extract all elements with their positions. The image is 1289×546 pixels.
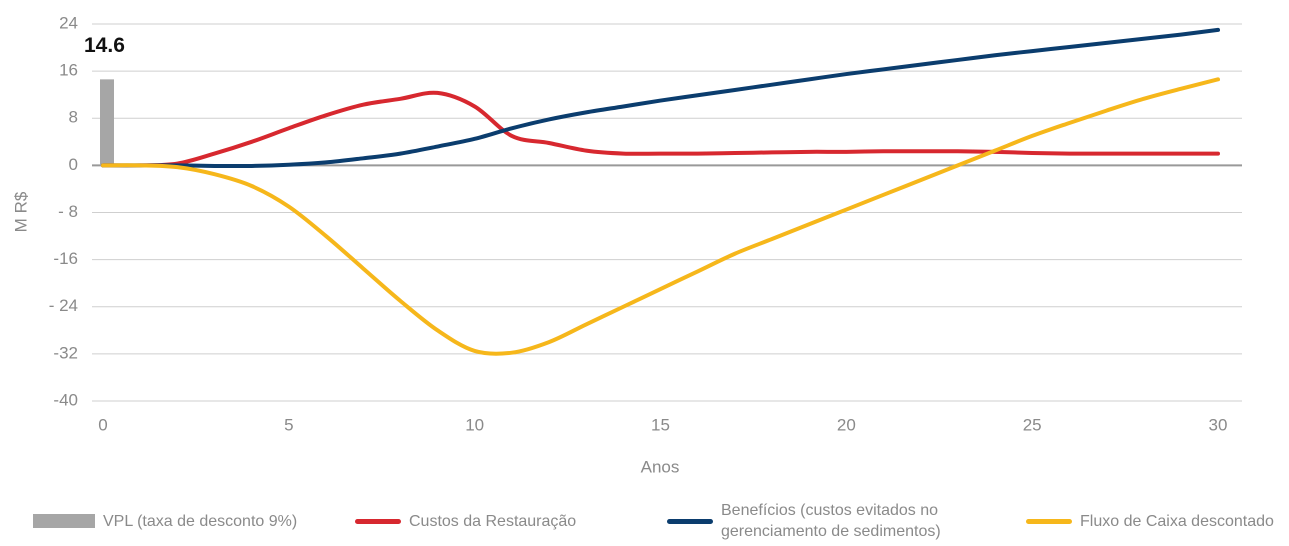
y-tick-label: 8: [69, 108, 78, 127]
x-tick-label: 5: [284, 415, 293, 434]
legend-swatch: [355, 518, 401, 524]
x-tick-label: 10: [465, 415, 484, 434]
legend-swatch: [1026, 518, 1072, 524]
legend-label: Fluxo de Caixa descontado: [1080, 512, 1274, 530]
x-tick-label: 0: [98, 415, 107, 434]
legend-item: Benefícios (custos evitados no gerenciam…: [667, 498, 947, 544]
y-tick-label: - 8: [58, 202, 78, 221]
y-axis-label: M R$: [11, 191, 30, 232]
legend: VPL (taxa de desconto 9%) Custos da Resta…: [0, 498, 1289, 546]
y-tick-label: 16: [59, 61, 78, 80]
legend-swatch: [667, 518, 713, 524]
y-tick-label: -16: [53, 249, 78, 268]
line: [101, 90, 1220, 168]
line: [101, 27, 1220, 169]
y-tick-label: - 24: [49, 296, 78, 315]
x-axis-label: Anos: [641, 457, 680, 476]
legend-label: VPL (taxa de desconto 9%): [103, 512, 298, 530]
x-tick-label: 30: [1209, 415, 1228, 434]
chart: M R$ Anos 24 16 8 0 - 8 -16 - 24 -32 -40 0 5 10 15 20…: [11, 13, 1242, 476]
legend-item: Fluxo de Caixa descontado: [1026, 498, 1274, 544]
legend-item: Custos da Restauração: [355, 498, 576, 544]
x-tick-label: 20: [837, 415, 856, 434]
y-tick-label: 24: [59, 13, 78, 32]
bar: [100, 79, 114, 166]
data-label: 14.6: [84, 34, 125, 57]
x-tick-label: 25: [1023, 415, 1042, 434]
legend-label: Benefícios (custos evitados no gerenciam…: [721, 502, 941, 540]
y-tick-label: -40: [53, 390, 78, 409]
y-tick-label: 0: [69, 155, 78, 174]
y-tick-label: -32: [53, 343, 78, 362]
line: [101, 77, 1220, 356]
legend-item: VPL (taxa de desconto 9%): [33, 498, 297, 544]
x-tick-label: 15: [651, 415, 670, 434]
legend-label: Custos da Restauração: [409, 512, 577, 530]
legend-swatch: [33, 514, 95, 528]
